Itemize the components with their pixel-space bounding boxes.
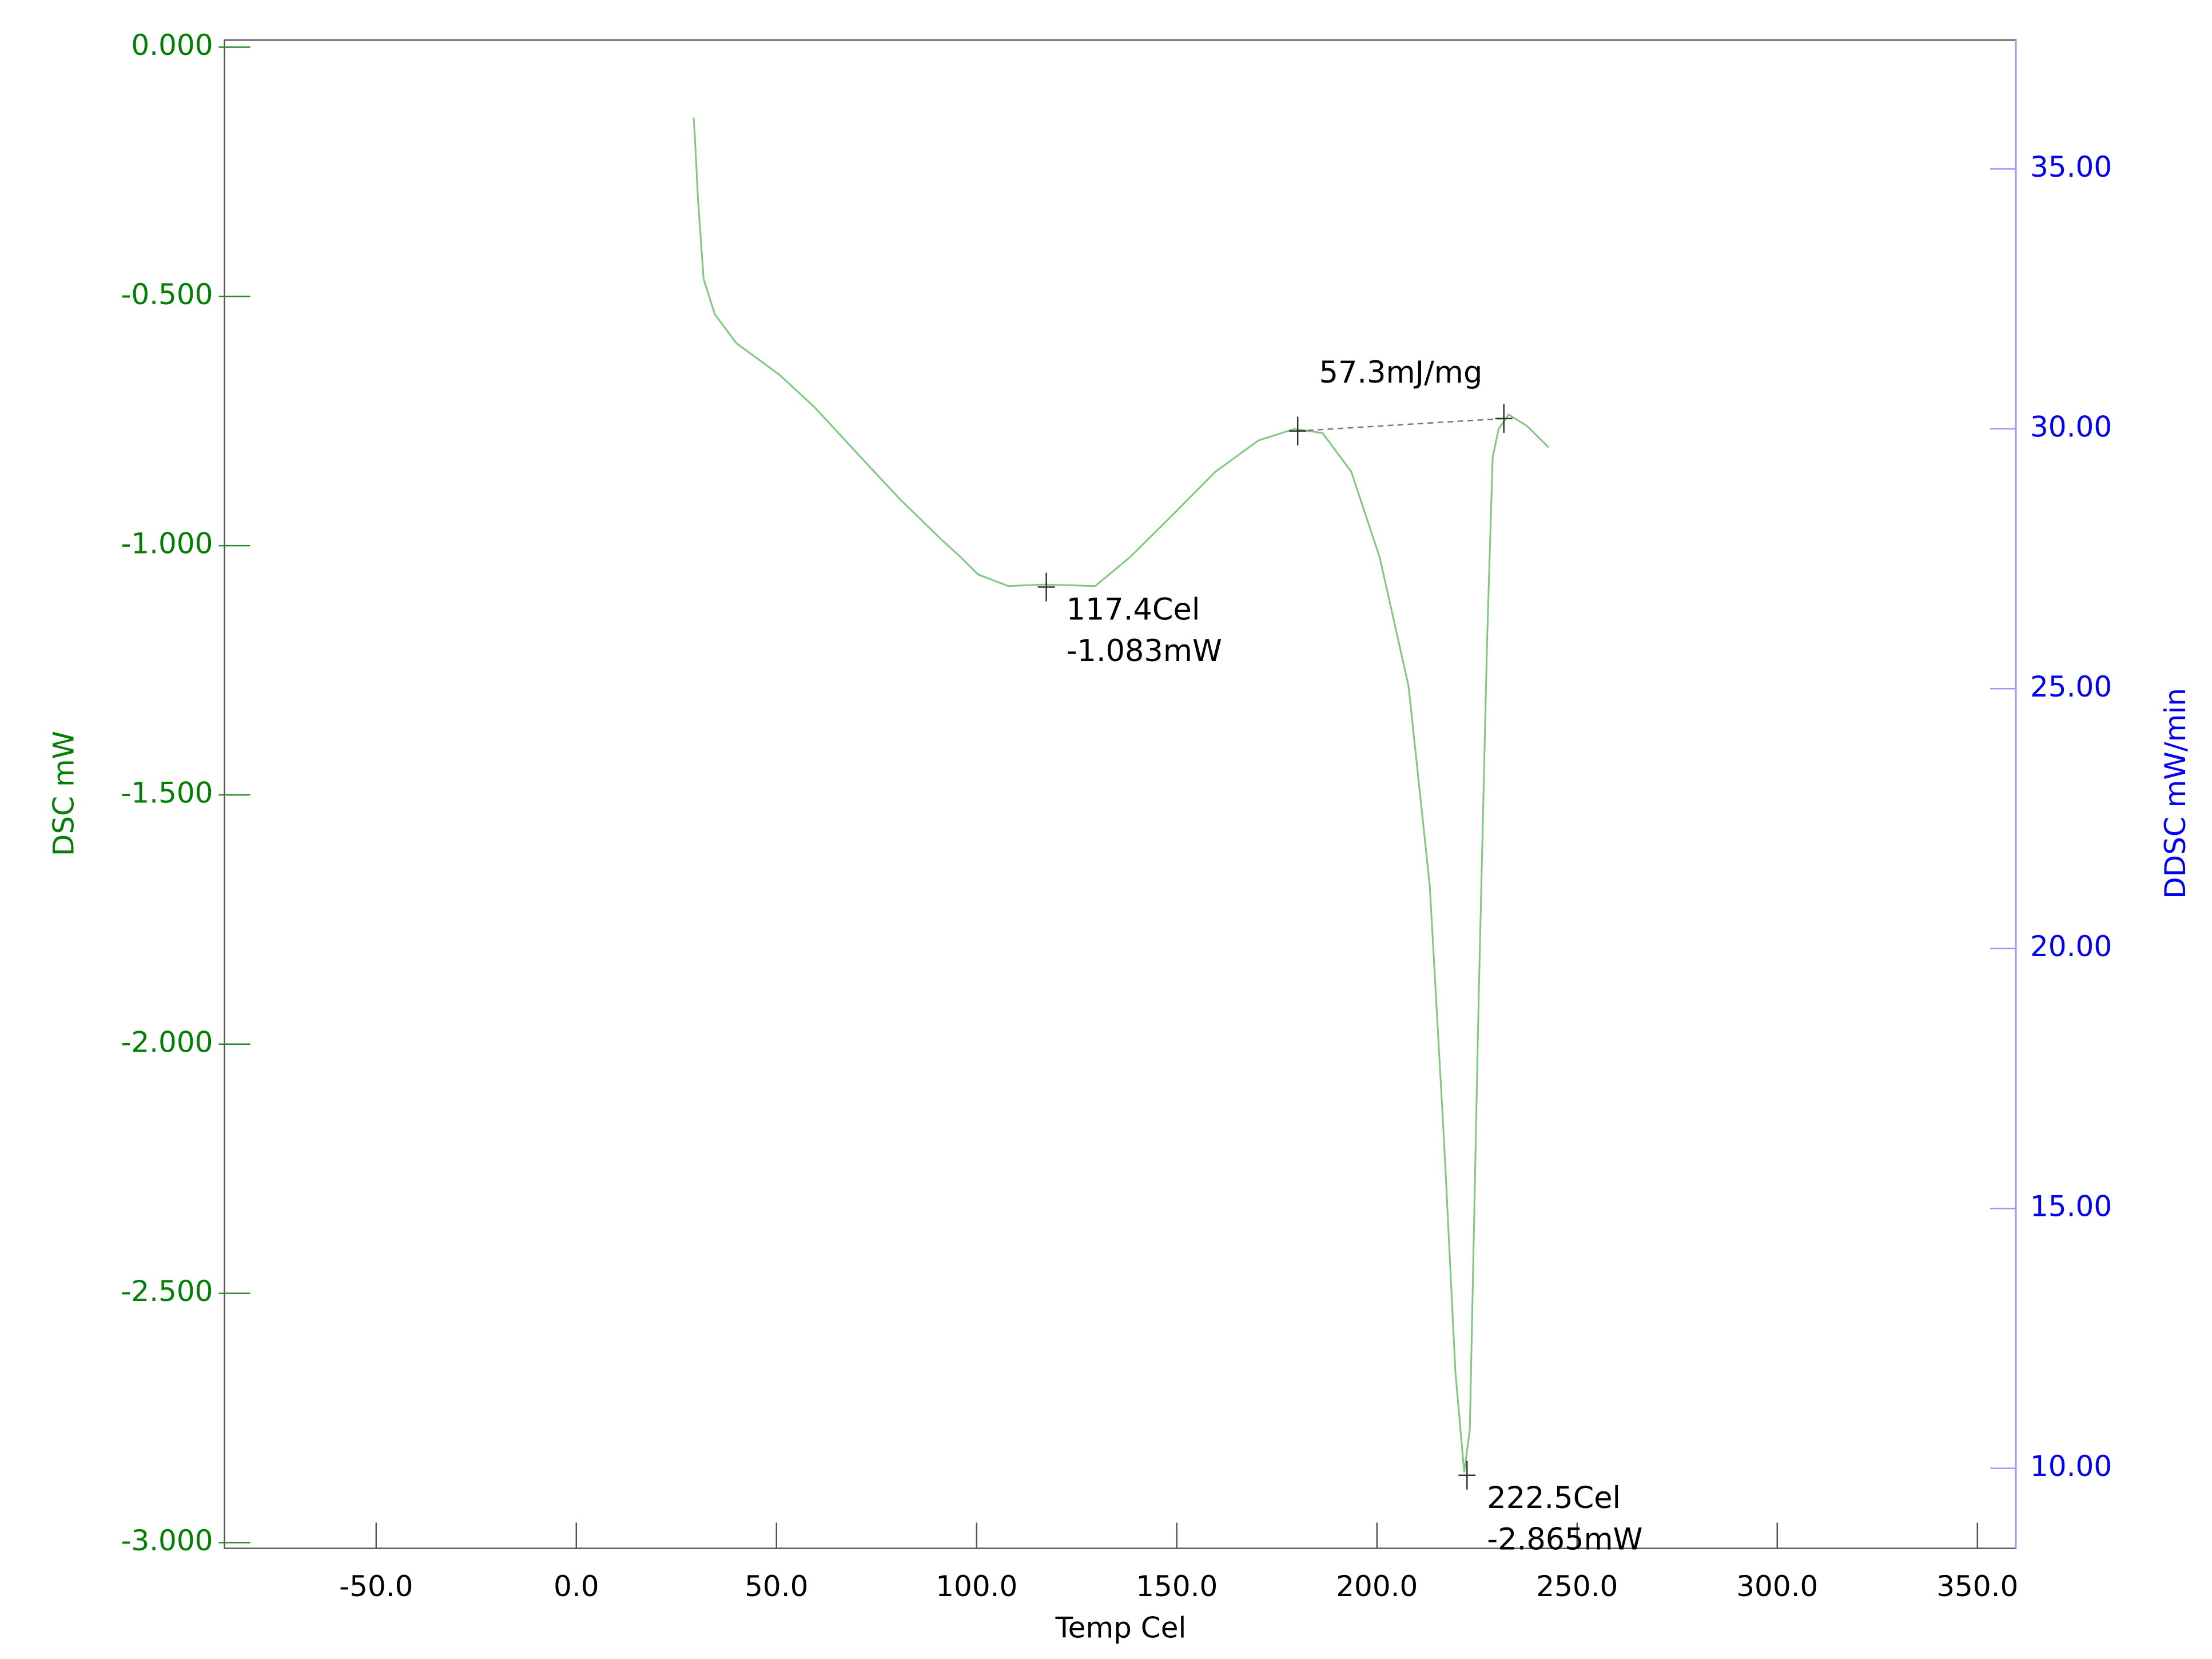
- plot-frame: [224, 39, 2017, 1549]
- annotation-text: 117.4Cel: [1067, 592, 1200, 627]
- annotation-text: -2.865mW: [1487, 1522, 1642, 1557]
- y-tick-label: -2.500: [121, 1275, 213, 1308]
- marker: [1458, 1461, 1476, 1490]
- y2-tick-label: 35.00: [2030, 150, 2112, 184]
- dsc-line: [693, 117, 1550, 1473]
- y2-tick-label: 25.00: [2030, 670, 2112, 703]
- marker: [1495, 404, 1513, 433]
- x-tick-label: 0.0: [554, 1570, 599, 1603]
- x-tick-label: 350.0: [1936, 1570, 2018, 1603]
- x-tick-label: -50.0: [339, 1570, 413, 1603]
- x-tick-label: 150.0: [1136, 1570, 1218, 1603]
- x-tick-label: 300.0: [1736, 1570, 1818, 1603]
- marker: [1037, 572, 1055, 602]
- y2-tick-label: 10.00: [2030, 1450, 2112, 1483]
- marker: [1289, 416, 1307, 445]
- annotation-text: -1.083mW: [1067, 634, 1222, 669]
- annotation-text: 222.5Cel: [1487, 1481, 1621, 1515]
- y2-tick-label: 15.00: [2030, 1190, 2112, 1223]
- x-tick-label: 50.0: [745, 1570, 808, 1603]
- x-axis-label: Temp Cel: [1055, 1612, 1187, 1645]
- y2-tick-label: 20.00: [2030, 930, 2112, 963]
- y-tick-label: -1.500: [121, 776, 213, 809]
- y-axis-label: DSC mW: [47, 731, 81, 856]
- baseline-label: 57.3mJ/mg: [1319, 355, 1483, 390]
- x-tick-label: 250.0: [1536, 1570, 1618, 1603]
- y2-tick-label: 30.00: [2030, 410, 2112, 443]
- x-tick-label: 200.0: [1336, 1570, 1418, 1603]
- y-tick-label: -2.000: [121, 1025, 213, 1059]
- y-tick-label: -3.000: [121, 1524, 213, 1557]
- y2-axis-label: DDSC mW/min: [2159, 688, 2192, 899]
- y-tick-label: 0.000: [131, 29, 213, 62]
- y-tick-label: -1.000: [121, 527, 213, 560]
- baseline: [1298, 417, 1504, 432]
- x-tick-label: 100.0: [936, 1570, 1017, 1603]
- y-tick-label: -0.500: [121, 278, 213, 311]
